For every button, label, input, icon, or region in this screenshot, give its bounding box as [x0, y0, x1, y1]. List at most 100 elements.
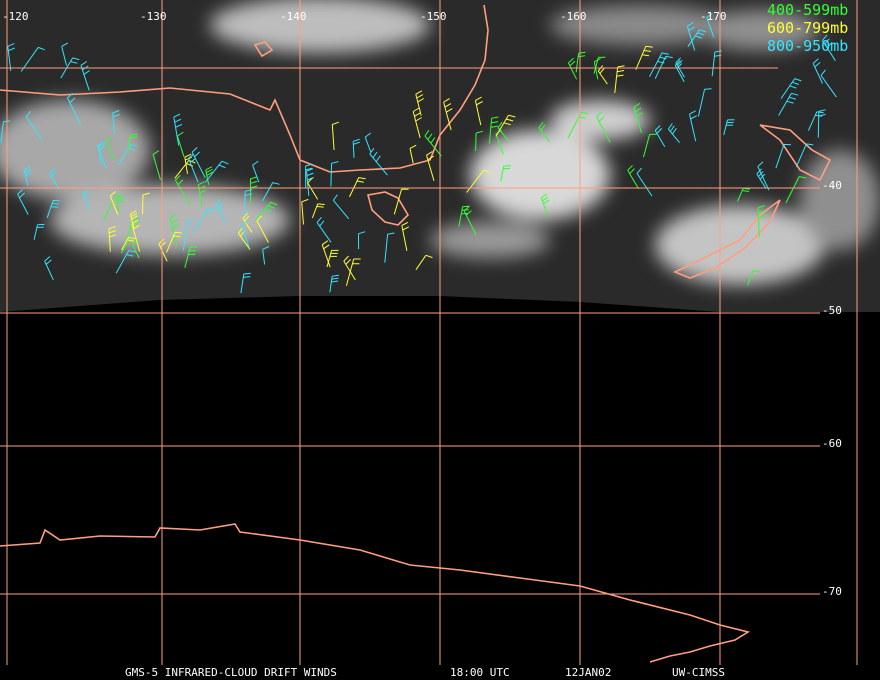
longitude-label: -120 — [2, 10, 29, 23]
wind-barb — [697, 88, 712, 117]
wind-barb — [242, 212, 253, 233]
wind-barb — [349, 177, 366, 198]
wind-barb — [426, 151, 435, 182]
wind-barb — [142, 192, 150, 215]
wind-barb — [98, 142, 106, 164]
wind-barb — [775, 143, 792, 169]
wind-barb — [596, 111, 611, 143]
wind-barb — [205, 166, 214, 185]
wind-barb — [352, 138, 361, 158]
wind-barb — [540, 193, 550, 215]
wind-barb — [7, 43, 15, 72]
wind-barb — [82, 189, 92, 211]
latitude-label: -40 — [822, 179, 842, 192]
wind-barb — [17, 189, 29, 215]
wind-barb — [747, 270, 761, 286]
wind-barb — [757, 205, 766, 237]
wind-barb — [706, 13, 715, 38]
wind-barb — [49, 168, 60, 190]
wind-barb — [66, 92, 82, 125]
wind-barb — [301, 198, 309, 225]
wind-barb — [116, 194, 125, 213]
longitude-label: -160 — [560, 10, 587, 23]
wind-barb — [307, 177, 319, 200]
wind-barb — [215, 199, 227, 223]
wind-barb — [131, 219, 141, 252]
wind-barb — [443, 98, 453, 131]
wind-barb — [785, 176, 807, 204]
wind-barb — [474, 96, 483, 126]
wind-barb — [567, 57, 578, 80]
wind-barb — [109, 191, 119, 215]
wind-barb — [127, 133, 138, 151]
latitude-label: -50 — [822, 304, 842, 317]
wind-barb — [384, 232, 395, 263]
wind-barb — [820, 69, 837, 98]
footer-text: 18:00 UTC — [450, 666, 510, 679]
wind-barb — [262, 246, 270, 265]
wind-barb — [636, 167, 653, 197]
wind-barb — [204, 160, 229, 183]
wind-barb — [115, 250, 136, 274]
wind-barb — [409, 144, 417, 164]
wind-barb — [667, 123, 680, 144]
wind-barb — [252, 160, 260, 183]
wind-barb — [241, 220, 250, 248]
wind-barb — [780, 78, 802, 99]
longitude-label: -170 — [700, 10, 727, 23]
wind-barb — [108, 226, 117, 252]
wind-barb — [424, 129, 442, 157]
wind-barb — [197, 181, 207, 208]
wind-barb — [311, 203, 325, 219]
wind-barb — [46, 200, 61, 218]
wind-barb — [326, 249, 339, 268]
wind-barb — [182, 219, 194, 251]
wind-barb — [105, 136, 115, 160]
wind-barb — [795, 143, 814, 168]
wind-barb — [393, 188, 409, 215]
wind-barb — [369, 147, 388, 176]
wind-barb — [689, 110, 698, 142]
wind-barb — [538, 122, 551, 143]
wind-barb — [364, 132, 372, 153]
clouds — [0, 0, 880, 285]
wind-barb — [25, 110, 43, 141]
wind-barb — [757, 161, 770, 191]
longitude-label: -130 — [140, 10, 167, 23]
wind-barb — [329, 274, 340, 293]
latitude-label: -70 — [822, 585, 842, 598]
wind-barb — [240, 272, 251, 294]
wind-barb — [675, 57, 685, 78]
wind-barb — [488, 116, 499, 144]
wind-barb — [812, 58, 823, 84]
wind-barb — [466, 169, 491, 193]
wind-barb — [174, 174, 191, 206]
wind-barb — [649, 52, 669, 77]
wind-barb — [44, 256, 54, 281]
wind-barb — [412, 107, 422, 139]
wind-barb — [125, 217, 140, 243]
wind-barb — [250, 176, 258, 205]
wind-barb — [593, 56, 606, 74]
wind-barb — [358, 231, 366, 250]
wind-barb — [475, 130, 484, 151]
wind-barb — [316, 216, 332, 243]
wind-barb — [332, 194, 350, 220]
wind-barb — [169, 214, 180, 247]
wind-barb — [686, 22, 696, 51]
graticule — [0, 0, 858, 665]
legend-entry: 400-599mb — [767, 1, 848, 19]
wind-barb — [633, 102, 643, 134]
wind-barb — [321, 240, 331, 268]
wind-barb — [256, 215, 269, 243]
wind-barb — [129, 210, 138, 229]
wind-barb — [495, 114, 516, 137]
wind-barb — [627, 164, 640, 190]
wind-barbs — [0, 13, 837, 294]
wind-barb — [807, 111, 824, 131]
wind-barb — [343, 255, 356, 281]
wind-barb — [243, 189, 253, 215]
wind-barb — [654, 125, 666, 148]
longitude-label: -150 — [420, 10, 447, 23]
